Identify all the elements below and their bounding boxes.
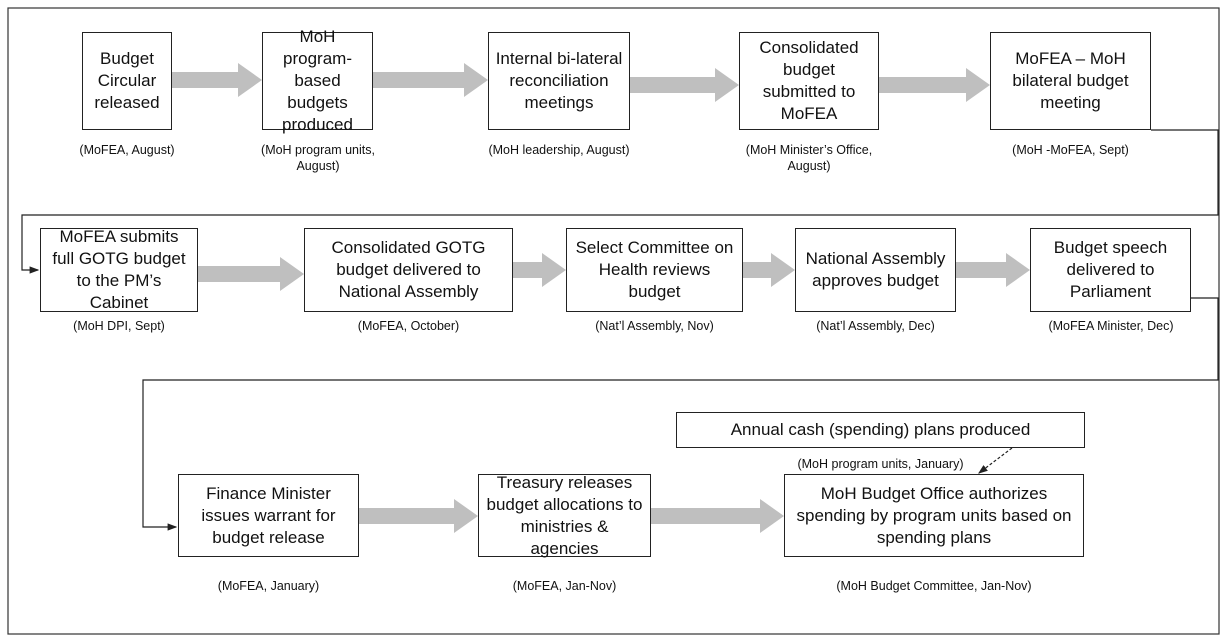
node: Finance Minister issues warrant for budg… [178, 474, 359, 557]
node: National Assembly approves budget [795, 228, 956, 312]
node: Internal bi-lateral reconciliation meeti… [488, 32, 630, 130]
node-note: (MoFEA, October) [357, 319, 460, 333]
node: Consolidated budget submitted to MoFEA [739, 32, 879, 130]
node-note: (MoFEA, August) [79, 143, 175, 157]
node-note: (MoFEA, Jan-Nov) [512, 579, 617, 593]
node: MoH program-based budgets produced [262, 27, 373, 134]
node: MoH Budget Office authorizes spending by… [784, 474, 1084, 557]
node: MoFEA submits full GOTG budget to the PM… [40, 227, 198, 312]
node-note: (MoH program units, August) [261, 143, 375, 173]
node: Treasury releases budget allocations to … [478, 473, 651, 558]
node: Consolidated GOTG budget delivered to Na… [304, 228, 513, 312]
dashed-connector [978, 447, 1013, 474]
node-note: (MoFEA, January) [217, 579, 320, 593]
node-note: (MoH -MoFEA, Sept) [1012, 143, 1129, 157]
node: Budget speech delivered to Parliament [1030, 228, 1191, 312]
node: MoFEA – MoH bilateral budget meeting [990, 32, 1151, 130]
block-arrows [172, 63, 1030, 533]
node-note: (MoH Budget Committee, Jan-Nov) [836, 579, 1032, 593]
node: Select Committee on Health reviews budge… [566, 228, 743, 312]
node-note: (MoH leadership, August) [488, 143, 630, 157]
connector [142, 297, 1219, 531]
node-note: (MoH DPI, Sept) [73, 319, 165, 333]
node-note: (Nat’l Assembly, Nov) [595, 319, 714, 333]
connector [21, 129, 1219, 274]
node: Budget Circular released [82, 32, 172, 130]
node-note: (MoH Minister’s Office, August) [745, 143, 873, 173]
node-note: (MoFEA Minister, Dec) [1048, 319, 1174, 333]
node: Annual cash (spending) plans produced [676, 412, 1085, 448]
frame [7, 7, 1220, 635]
node-note: (MoH program units, January) [797, 457, 964, 471]
node-note: (Nat’l Assembly, Dec) [816, 319, 935, 333]
